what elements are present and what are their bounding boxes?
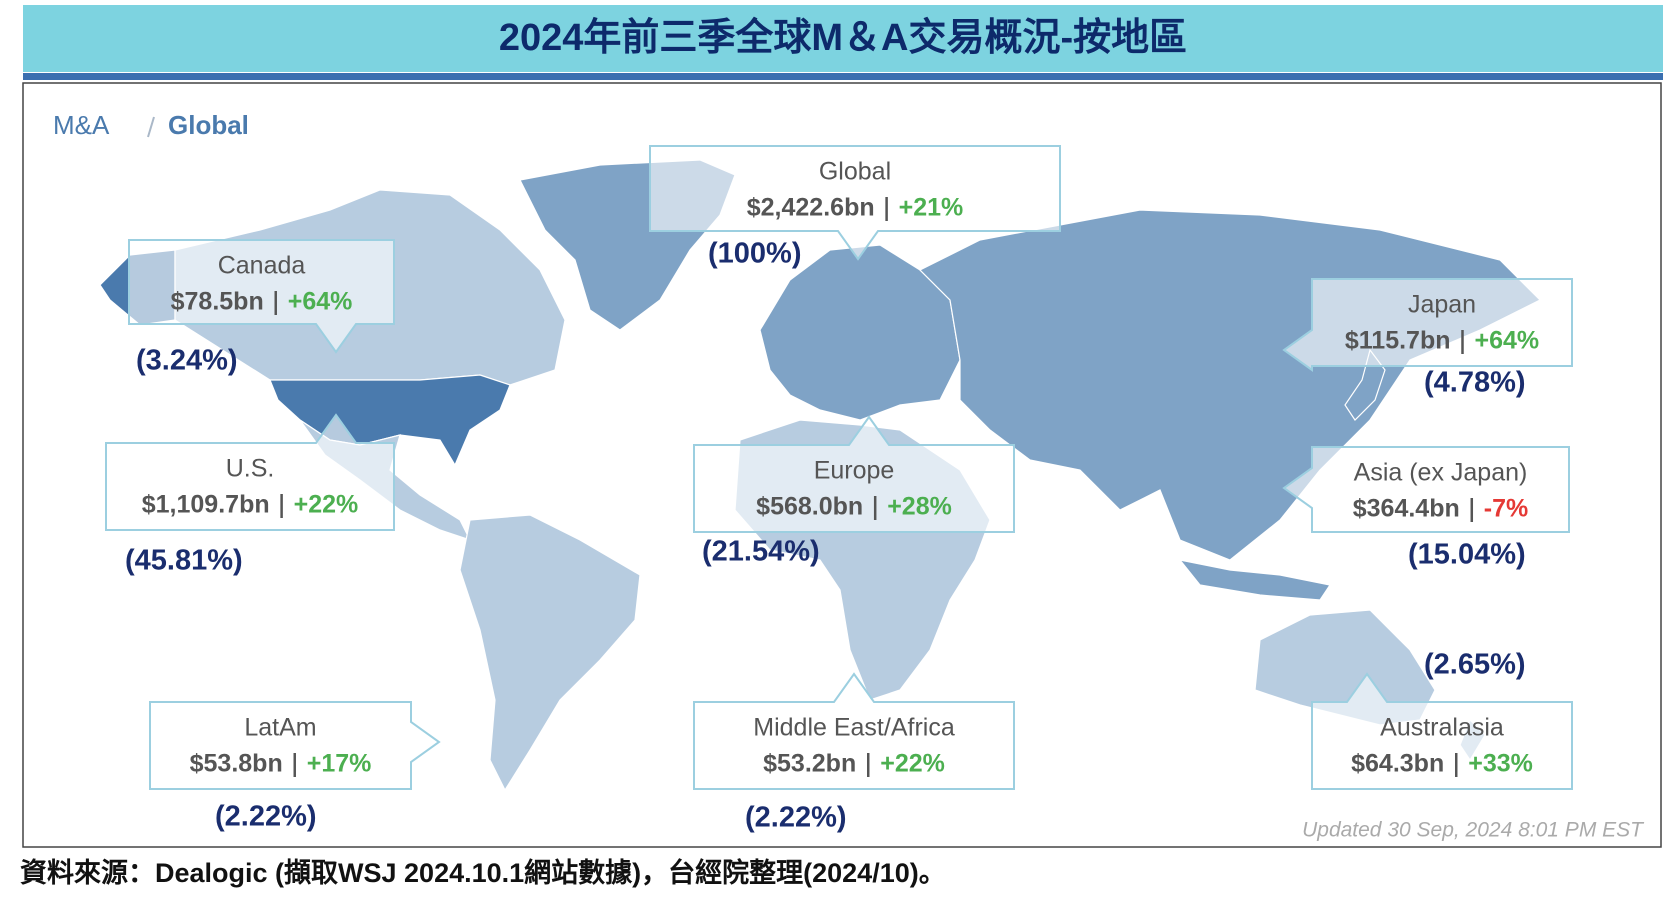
region-callout: Australasia $64.3bn +33% (2.65%): [1311, 649, 1573, 790]
breadcrumb-separator: [147, 116, 155, 138]
title-rule: [23, 73, 1663, 80]
callout-box: [128, 239, 395, 354]
region-name: Japan: [1408, 291, 1476, 319]
callout-box: [1282, 278, 1573, 372]
region-change: +28%: [887, 493, 952, 521]
region-share: (4.78%): [1424, 367, 1526, 399]
region-value: $64.3bn: [1351, 750, 1444, 778]
region-callout: U.S. $1,109.7bn +22% (45.81%): [105, 413, 395, 577]
region-callout: Middle East/Africa $53.2bn +22% (2.22%): [693, 672, 1015, 834]
region-share: (3.24%): [136, 345, 238, 377]
region-change: +33%: [1468, 750, 1533, 778]
callouts: Global $2,422.6bn +21% (100%) Canada $78.5bn +…: [105, 145, 1573, 834]
region-change: +17%: [307, 750, 372, 778]
region-name: Australasia: [1380, 714, 1504, 742]
callout-box: [649, 145, 1061, 261]
region-value: $1,109.7bn: [142, 491, 270, 519]
region-value: $2,422.6bn: [747, 194, 875, 222]
region-name: Global: [819, 158, 891, 186]
callout-box: [1311, 672, 1573, 790]
region-callout: Asia (ex Japan) $364.4bn -7% (15.04%): [1282, 446, 1570, 571]
region-share: (21.54%): [702, 536, 820, 568]
callout-box: [693, 672, 1015, 790]
region-value: $568.0bn: [756, 493, 863, 521]
region-share: (45.81%): [125, 545, 243, 577]
region-value: $53.2bn: [763, 750, 856, 778]
region-value: $364.4bn: [1353, 495, 1460, 523]
region-share: (2.22%): [745, 802, 847, 834]
updated-note: Updated 30 Sep, 2024 8:01 PM EST: [1302, 819, 1645, 842]
region-change: +22%: [294, 491, 359, 519]
region-callout: Canada $78.5bn +64% (3.24%): [128, 239, 395, 377]
region-change: +21%: [899, 194, 964, 222]
callout-box: [105, 413, 395, 531]
region-callout: Global $2,422.6bn +21% (100%): [649, 145, 1061, 270]
title-bar: [23, 5, 1663, 72]
region-share: (2.65%): [1424, 649, 1526, 681]
region-share: (100%): [708, 238, 802, 270]
title: 2024年前三季全球M＆A交易概況-按地區: [499, 16, 1187, 59]
callout-box: [149, 701, 441, 790]
region-change: +22%: [880, 750, 945, 778]
region-value: $53.8bn: [190, 750, 283, 778]
region-share: (15.04%): [1408, 539, 1526, 571]
region-name: Asia (ex Japan): [1354, 459, 1528, 487]
source-note: 資料來源：Dealogic (擷取WSJ 2024.10.1網站數據)，台經院整…: [20, 857, 946, 888]
region-name: U.S.: [226, 455, 275, 483]
callout-box: [1282, 446, 1570, 533]
region-name: LatAm: [244, 714, 316, 742]
region-callout: LatAm $53.8bn +17% (2.22%): [149, 701, 441, 833]
region-change: +64%: [288, 288, 353, 316]
region-callout: Japan $115.7bn +64% (4.78%): [1282, 278, 1573, 399]
region-change: +64%: [1475, 327, 1540, 355]
south-america: [459, 514, 641, 792]
region-name: Canada: [218, 252, 306, 280]
breadcrumb-current: Global: [168, 110, 249, 140]
breadcrumb-parent: M&A: [53, 110, 110, 140]
europe: [759, 244, 961, 421]
region-callout: Europe $568.0bn +28% (21.54%): [693, 415, 1015, 568]
region-value: $78.5bn: [171, 288, 264, 316]
region-change: -7%: [1484, 495, 1528, 523]
region-value: $115.7bn: [1345, 327, 1451, 355]
callout-box: [693, 415, 1015, 533]
region-share: (2.22%): [215, 801, 317, 833]
indonesia: [1178, 559, 1331, 601]
japan-land: [1344, 348, 1386, 421]
region-name: Europe: [814, 457, 895, 485]
region-name: Middle East/Africa: [753, 714, 955, 742]
